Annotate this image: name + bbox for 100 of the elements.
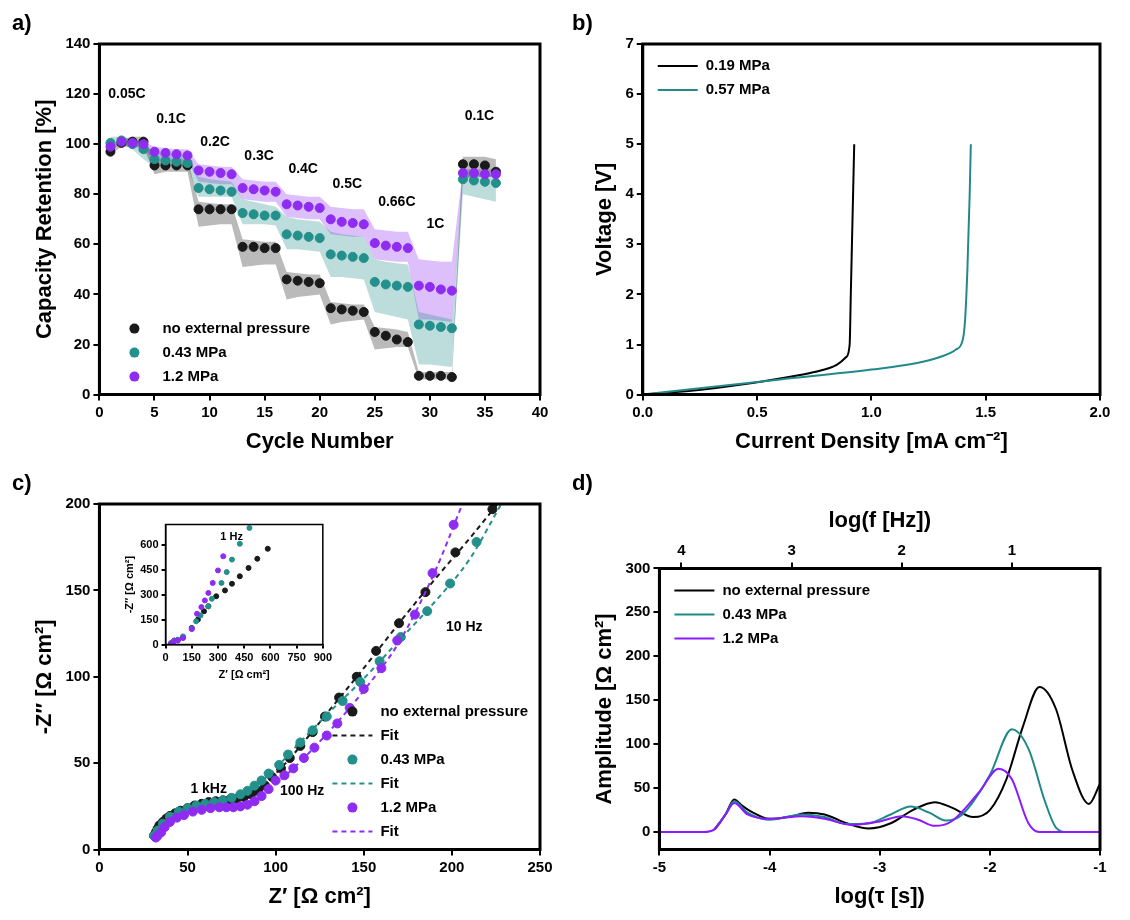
y-tick-label: 0 bbox=[642, 822, 651, 840]
chart-title: c) bbox=[12, 470, 32, 496]
legend-label: 1.2 MPa bbox=[722, 628, 779, 646]
x-tick-label: -5 bbox=[652, 857, 667, 875]
x-tick-label: 1.5 bbox=[975, 402, 997, 420]
legend-label: Fit bbox=[380, 773, 399, 791]
x-tick-label: 200 bbox=[439, 857, 465, 875]
x-axis-title: Z′ [Ω cm²] bbox=[218, 668, 271, 681]
x-tick-label: -2 bbox=[983, 857, 997, 875]
y-tick-label: 100 bbox=[65, 666, 91, 684]
x2-tick-label: 3 bbox=[787, 540, 796, 558]
legend-label: no external pressure bbox=[722, 580, 870, 598]
x-axis-title: Cycle Number bbox=[245, 427, 395, 453]
legend-label: 0.19 MPa bbox=[705, 56, 771, 74]
x-tick-label: 100 bbox=[263, 857, 289, 875]
legend-label: 0.43 MPa bbox=[380, 749, 446, 767]
legend-label: 0.57 MPa bbox=[705, 80, 771, 98]
x-tick-label: 15 bbox=[256, 402, 273, 420]
x-axis-title: Current Density [mA cm⁻²] bbox=[735, 427, 1008, 453]
x-tick-label: 300 bbox=[208, 651, 228, 664]
annotation: 0.3C bbox=[244, 147, 274, 164]
x-tick-label: 25 bbox=[366, 402, 384, 420]
x-tick-label: 150 bbox=[351, 857, 377, 875]
y-tick-label: 120 bbox=[65, 84, 91, 102]
y-tick-label: 4 bbox=[625, 184, 635, 202]
y-tick-label: 20 bbox=[73, 334, 91, 352]
y-tick-label: 150 bbox=[625, 690, 651, 708]
x-tick-label: 0 bbox=[162, 651, 169, 664]
chart-title: b) bbox=[572, 10, 593, 36]
y-tick-label: 0 bbox=[82, 384, 91, 402]
y-axis-title: Capacity Retention [%] bbox=[31, 99, 57, 340]
legend-label: no external pressure bbox=[380, 701, 528, 719]
y-tick-label: 6 bbox=[625, 84, 634, 102]
x-tick-label: 600 bbox=[261, 651, 280, 664]
x-tick-label: 150 bbox=[182, 651, 201, 664]
x-tick-label: 900 bbox=[313, 651, 332, 664]
annotation: 0.1C bbox=[464, 107, 495, 124]
y-axis-title: -Z″ [Ω cm²] bbox=[31, 619, 57, 735]
annotation: 0.05C bbox=[108, 85, 146, 101]
x-tick-label: 450 bbox=[235, 651, 254, 664]
x2-axis-title: log(f [Hz]) bbox=[828, 507, 932, 533]
x-axis-title: log(τ [s]) bbox=[834, 882, 925, 908]
y-axis-title: -Z″ [Ω cm²] bbox=[122, 555, 135, 614]
x-tick-label: -3 bbox=[873, 857, 887, 875]
x-tick-label: 0 bbox=[95, 857, 104, 875]
x-tick-label: 35 bbox=[476, 402, 494, 420]
y-tick-label: 5 bbox=[625, 134, 634, 152]
x-tick-label: 30 bbox=[421, 402, 439, 420]
x2-tick-label: 4 bbox=[677, 540, 687, 558]
x-tick-label: 50 bbox=[179, 857, 196, 875]
legend-label: 1.2 MPa bbox=[380, 797, 437, 815]
annotation: 0.4C bbox=[288, 160, 318, 177]
annotation: 1 Hz bbox=[220, 529, 244, 542]
annotation: 0.66C bbox=[378, 192, 416, 209]
y-tick-label: 60 bbox=[73, 234, 91, 252]
y-tick-label: 600 bbox=[140, 537, 159, 550]
x-tick-label: -1 bbox=[1093, 857, 1107, 875]
y-tick-label: 50 bbox=[633, 778, 651, 796]
y-tick-label: 3 bbox=[625, 234, 634, 252]
y-tick-label: 300 bbox=[140, 587, 159, 600]
y-tick-label: 0 bbox=[152, 637, 159, 650]
y-tick-label: 250 bbox=[625, 602, 651, 620]
x-tick-label: 10 bbox=[201, 402, 218, 420]
y-tick-label: 300 bbox=[625, 558, 651, 576]
legend-label: no external pressure bbox=[162, 318, 310, 336]
y-tick-label: 100 bbox=[625, 734, 651, 752]
x2-tick-label: 1 bbox=[1007, 540, 1017, 558]
annotation: 10 Hz bbox=[445, 617, 483, 634]
x-tick-label: -4 bbox=[762, 857, 777, 875]
legend-label: Fit bbox=[380, 821, 399, 839]
y-tick-label: 1 bbox=[625, 334, 634, 352]
y-tick-label: 0 bbox=[625, 384, 634, 402]
x-tick-label: 0.5 bbox=[746, 402, 768, 420]
y-axis-title: Amplitude [Ω cm²] bbox=[591, 613, 617, 805]
y-tick-label: 150 bbox=[140, 612, 159, 625]
legend-label: 1.2 MPa bbox=[162, 366, 219, 384]
y-tick-label: 50 bbox=[73, 753, 91, 771]
x-tick-label: 40 bbox=[531, 402, 549, 420]
x-tick-label: 0 bbox=[95, 402, 104, 420]
legend-label: 0.43 MPa bbox=[162, 342, 228, 360]
y-tick-label: 2 bbox=[625, 284, 634, 302]
annotation: 1 kHz bbox=[190, 779, 227, 796]
x-tick-label: 250 bbox=[527, 857, 553, 875]
x2-tick-label: 2 bbox=[897, 540, 906, 558]
x-axis-title: Z′ [Ω cm²] bbox=[268, 882, 371, 908]
annotation: 100 Hz bbox=[279, 781, 325, 798]
y-tick-label: 140 bbox=[65, 34, 91, 52]
legend-label: Fit bbox=[380, 725, 399, 743]
y-tick-label: 100 bbox=[65, 134, 91, 152]
annotation: 0.5C bbox=[332, 175, 363, 192]
y-tick-label: 80 bbox=[73, 184, 91, 202]
y-tick-label: 0 bbox=[82, 839, 91, 857]
x-tick-label: 0.0 bbox=[632, 402, 654, 420]
y-tick-label: 450 bbox=[140, 562, 159, 575]
annotation: 0.1C bbox=[156, 109, 186, 126]
chart-title: d) bbox=[572, 470, 593, 496]
y-axis-title: Voltage [V] bbox=[591, 162, 617, 276]
annotation: 1C bbox=[426, 215, 445, 232]
y-tick-label: 150 bbox=[65, 580, 91, 598]
x-tick-label: 20 bbox=[311, 402, 329, 420]
